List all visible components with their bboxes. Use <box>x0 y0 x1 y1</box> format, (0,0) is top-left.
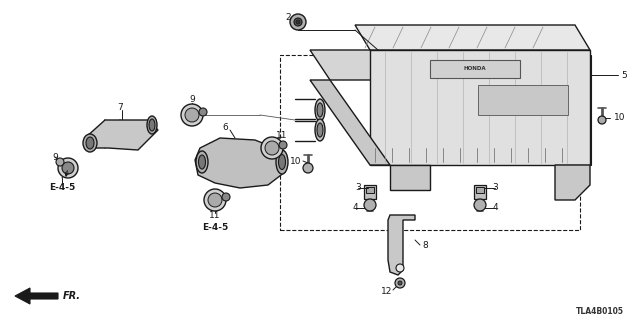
Text: 3: 3 <box>492 183 498 193</box>
Text: 10: 10 <box>614 114 626 123</box>
Text: E-4-5: E-4-5 <box>49 183 75 193</box>
Circle shape <box>398 281 402 285</box>
Polygon shape <box>85 120 158 150</box>
Text: 12: 12 <box>381 287 393 297</box>
Ellipse shape <box>149 119 155 131</box>
Circle shape <box>279 141 287 149</box>
Polygon shape <box>355 25 590 50</box>
Bar <box>430 60 520 78</box>
Ellipse shape <box>86 137 94 149</box>
Ellipse shape <box>196 151 208 173</box>
Polygon shape <box>370 50 590 165</box>
Polygon shape <box>388 215 415 275</box>
Ellipse shape <box>315 119 325 141</box>
Text: 5: 5 <box>621 70 627 79</box>
Text: 8: 8 <box>422 241 428 250</box>
Circle shape <box>208 193 222 207</box>
Bar <box>366 187 374 193</box>
Polygon shape <box>15 288 58 304</box>
Circle shape <box>290 14 306 30</box>
Ellipse shape <box>83 134 97 152</box>
Circle shape <box>364 199 376 211</box>
Ellipse shape <box>198 155 205 169</box>
Text: 4: 4 <box>492 204 498 212</box>
Text: 2: 2 <box>285 12 291 21</box>
Text: 9: 9 <box>52 153 58 162</box>
Text: 11: 11 <box>276 132 288 140</box>
Bar <box>364 185 376 199</box>
Circle shape <box>265 141 279 155</box>
Text: TLA4B0105: TLA4B0105 <box>576 308 624 316</box>
Ellipse shape <box>276 150 288 174</box>
Polygon shape <box>310 80 390 165</box>
Circle shape <box>303 163 313 173</box>
Ellipse shape <box>315 99 325 121</box>
Text: 6: 6 <box>222 123 228 132</box>
Circle shape <box>395 278 405 288</box>
Text: E-4-5: E-4-5 <box>202 223 228 233</box>
Circle shape <box>62 162 74 174</box>
Ellipse shape <box>317 123 323 137</box>
Polygon shape <box>195 138 285 188</box>
Text: 9: 9 <box>189 95 195 105</box>
Ellipse shape <box>147 116 157 134</box>
Bar <box>280 55 580 230</box>
Text: 7: 7 <box>117 102 123 111</box>
Circle shape <box>185 108 199 122</box>
Text: 10: 10 <box>291 156 301 165</box>
Circle shape <box>204 189 226 211</box>
Text: FR.: FR. <box>63 291 81 301</box>
Circle shape <box>199 108 207 116</box>
Text: 4: 4 <box>352 204 358 212</box>
Ellipse shape <box>278 155 285 170</box>
Ellipse shape <box>317 103 323 117</box>
Circle shape <box>474 199 486 211</box>
Circle shape <box>181 104 203 126</box>
Circle shape <box>56 158 64 166</box>
Circle shape <box>222 193 230 201</box>
Circle shape <box>294 18 302 26</box>
Circle shape <box>598 116 606 124</box>
Bar <box>478 85 568 115</box>
Text: 3: 3 <box>355 183 361 193</box>
Polygon shape <box>555 165 590 200</box>
Polygon shape <box>390 165 430 190</box>
Polygon shape <box>310 50 390 80</box>
Bar <box>476 187 484 193</box>
Bar <box>474 185 486 199</box>
Circle shape <box>296 20 300 24</box>
Circle shape <box>261 137 283 159</box>
Circle shape <box>396 264 404 272</box>
Text: 11: 11 <box>209 212 221 220</box>
Circle shape <box>58 158 78 178</box>
Text: HONDA: HONDA <box>464 67 486 71</box>
